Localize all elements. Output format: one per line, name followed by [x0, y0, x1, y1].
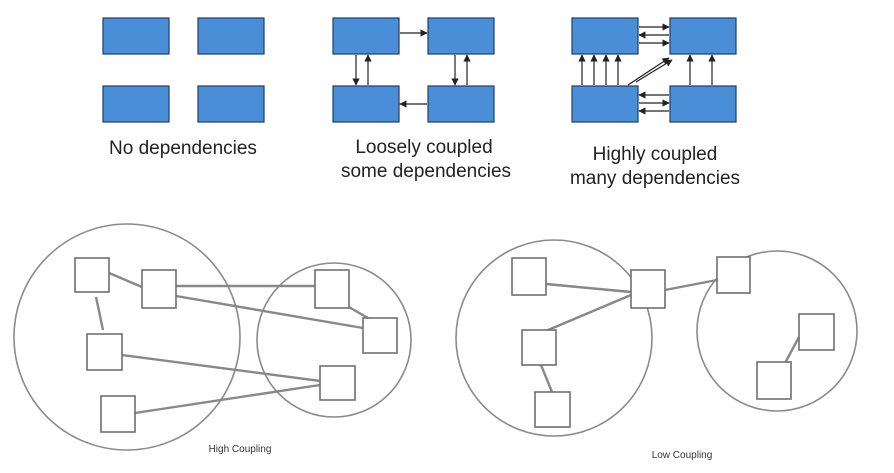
highly-coupled-caption-line1: Highly coupled: [593, 144, 718, 165]
module-box: [670, 86, 736, 122]
dependency-arrow: [636, 60, 672, 82]
module-node: [315, 270, 349, 308]
module-box: [103, 18, 169, 54]
module-box: [670, 18, 736, 54]
module-node: [101, 396, 135, 432]
module-box: [198, 86, 264, 122]
module-node: [363, 318, 397, 353]
module-box: [198, 18, 264, 54]
module-node: [535, 392, 570, 427]
low-coupling-caption: Low Coupling: [652, 450, 713, 461]
module-node: [87, 334, 122, 370]
module-node: [512, 258, 546, 295]
high-coupling-panel: High Coupling: [14, 224, 411, 455]
module-box: [333, 18, 399, 54]
loosely-coupled-caption-line2: some dependencies: [341, 161, 511, 182]
module-node: [320, 366, 355, 400]
high-coupling-caption: High Coupling: [209, 444, 272, 455]
loosely-coupled-caption-line1: Loosely coupled: [355, 137, 492, 158]
highly-coupled-caption-line2: many dependencies: [570, 168, 740, 189]
module-node: [799, 314, 834, 350]
loosely-coupled-panel: Loosely coupled some dependencies: [333, 18, 511, 182]
module-box: [333, 86, 399, 122]
module-box: [428, 86, 494, 122]
module-box: [572, 86, 638, 122]
module-node: [717, 257, 750, 293]
no-dependencies-caption: No dependencies: [109, 138, 257, 159]
highly-coupled-panel: Highly coupled many dependencies: [570, 18, 740, 189]
module-box: [572, 18, 638, 54]
module-box: [428, 18, 494, 54]
no-dependencies-panel: No dependencies: [103, 18, 264, 159]
module-box: [103, 86, 169, 122]
module-node: [631, 270, 665, 308]
module-node: [75, 258, 109, 292]
low-coupling-panel: Low Coupling: [456, 240, 857, 461]
module-node: [757, 362, 791, 399]
module-node: [142, 270, 176, 308]
dependency-arrow: [628, 58, 669, 85]
module-node: [522, 330, 556, 365]
